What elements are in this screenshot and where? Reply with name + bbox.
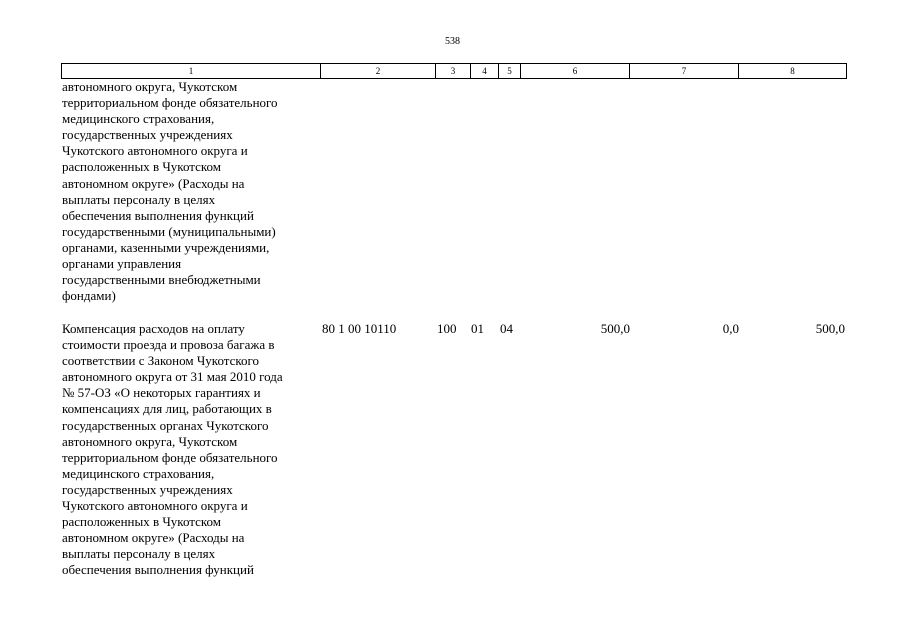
row-subsection: 04 — [500, 321, 513, 336]
column-header-6: 6 — [520, 63, 630, 79]
description-line: компенсациях для лиц, работающих в — [62, 401, 272, 417]
row-code: 80 1 00 10110 — [322, 321, 397, 336]
description-line: обеспечения выполнения функций — [62, 562, 254, 578]
description-line: автономном округе» (Расходы на — [62, 530, 245, 546]
description-line: Чукотского автономного округа и — [62, 498, 248, 514]
column-header-1: 1 — [61, 63, 321, 79]
description-line: Компенсация расходов на оплату — [62, 321, 245, 336]
description-line: органами управления — [62, 256, 182, 272]
column-header-7: 7 — [629, 63, 739, 79]
row-expense-type: 100 — [437, 321, 457, 336]
description-line: медицинского страхования, — [62, 111, 215, 127]
column-header-row: 1 2 3 4 5 6 7 8 — [61, 63, 847, 79]
description-line: выплаты персоналу в целях — [62, 191, 216, 207]
description-line: государственных учреждениях — [62, 127, 233, 143]
row-description: Компенсация расходов на оплату стоимости… — [62, 321, 320, 579]
description-line: стоимости проезда и провоза багажа в — [62, 337, 275, 353]
description-line: расположенных в Чукотском — [62, 514, 222, 530]
column-header-8: 8 — [738, 63, 847, 79]
row-amount-3: 500,0 — [815, 321, 845, 336]
row-amount-2: 0,0 — [722, 321, 739, 336]
description-line: государственных органах Чукотского — [62, 417, 269, 433]
description-line: фондами) — [62, 288, 116, 304]
column-header-2: 2 — [320, 63, 436, 79]
description-line: соответствии с Законом Чукотского — [62, 353, 260, 369]
description-line: территориальном фонде обязательного — [62, 95, 278, 111]
description-line: № 57-ОЗ «О некоторых гарантиях и — [62, 385, 261, 401]
description-line: органами, казенными учреждениями, — [62, 239, 270, 255]
column-header-5: 5 — [498, 63, 521, 79]
description-line: государственными внебюджетными — [62, 272, 261, 288]
description-line: государственных учреждениях — [62, 481, 233, 497]
description-line: автономном округе» (Расходы на — [62, 175, 245, 191]
page-number: 538 — [445, 36, 460, 47]
description-line: автономного округа от 31 мая 2010 года — [62, 369, 283, 385]
continued-row-description: автономного округа, Чукотском территориа… — [62, 79, 320, 304]
description-line: выплаты персоналу в целях — [62, 546, 216, 562]
description-line: территориальном фонде обязательного — [62, 449, 278, 465]
column-header-3: 3 — [435, 63, 471, 79]
description-line: Чукотского автономного округа и — [62, 143, 248, 159]
description-line: автономного округа, Чукотском — [62, 433, 238, 449]
description-line: государственными (муниципальными) — [62, 223, 276, 239]
description-line: медицинского страхования, — [62, 465, 215, 481]
description-line: расположенных в Чукотском — [62, 159, 222, 175]
column-header-4: 4 — [470, 63, 499, 79]
row-section: 01 — [471, 321, 484, 336]
column-header-table: 1 2 3 4 5 6 7 8 — [61, 63, 847, 79]
description-line: автономного округа, Чукотском — [62, 79, 238, 94]
description-line: обеспечения выполнения функций — [62, 207, 254, 223]
row-amount-1: 500,0 — [600, 321, 630, 336]
